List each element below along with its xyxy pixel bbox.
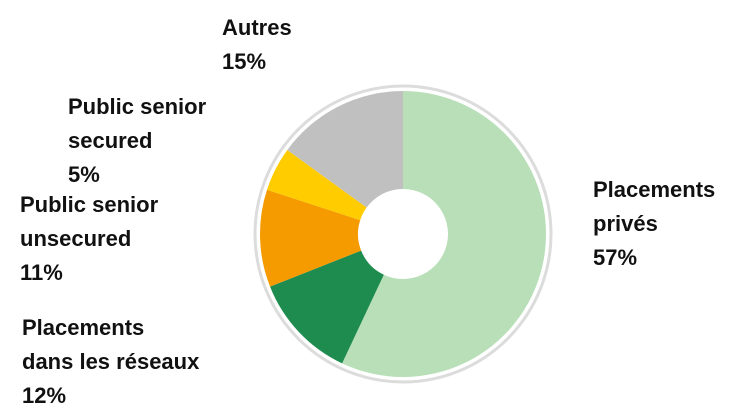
value-label: 12%: [22, 383, 67, 408]
value-label: 57%: [593, 245, 638, 270]
slice: [260, 189, 362, 287]
slice-label: Placements privés 57%: [593, 173, 715, 275]
value-label: 11%: [20, 260, 63, 285]
category-label: Autres: [222, 15, 292, 40]
slice-label: Public senior secured 5%: [68, 90, 206, 192]
category-label: Placements privés: [593, 177, 716, 236]
slice-label: Public senior unsecured 11%: [20, 188, 158, 290]
category-label: Public senior secured: [68, 94, 207, 153]
category-label: Public senior unsecured: [20, 192, 159, 251]
slice: [266, 149, 367, 221]
slice-label: Placements dans les réseaux 12%: [22, 311, 199, 413]
slice-label: Autres 15%: [222, 11, 292, 79]
slice: [287, 91, 403, 208]
value-label: 5%: [68, 162, 100, 187]
value-label: 15%: [222, 49, 267, 74]
category-label: Placements dans les réseaux: [22, 315, 200, 374]
slice: [270, 250, 384, 364]
slice: [342, 91, 546, 377]
